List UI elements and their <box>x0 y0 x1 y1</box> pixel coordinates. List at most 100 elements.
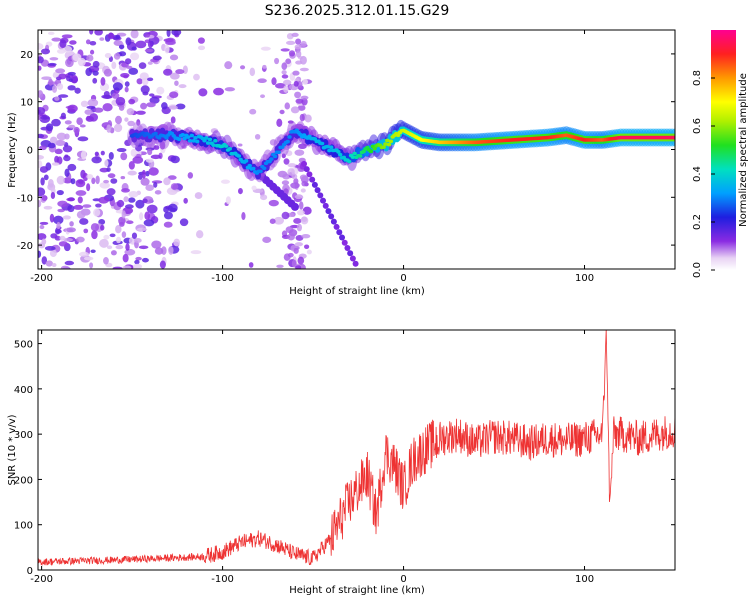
heatmap-cell <box>77 196 83 204</box>
heatmap-cell <box>170 189 180 193</box>
heatmap-cell <box>56 189 64 196</box>
heatmap-cell <box>297 104 306 111</box>
heatmap-cell <box>126 220 134 225</box>
heatmap-cell <box>89 49 95 55</box>
heatmap-ridge-cell <box>207 137 213 142</box>
heatmap-cell <box>190 250 202 255</box>
heatmap-cell <box>241 212 246 221</box>
heatmap-cell <box>67 85 76 91</box>
heatmap-cell <box>85 67 92 77</box>
heatmap-cell <box>275 83 286 89</box>
heatmap-cell <box>344 244 351 251</box>
heatmap-cell <box>114 123 123 133</box>
heatmap-cell <box>163 38 174 43</box>
heatmap-cell <box>147 148 153 156</box>
heatmap-cell <box>140 177 150 186</box>
heatmap-cell <box>163 68 173 76</box>
heatmap-cell <box>303 166 310 173</box>
heatmap-cell <box>301 180 308 187</box>
heatmap-cell <box>124 117 129 122</box>
heatmap-cell <box>54 236 62 241</box>
heatmap-ridge-cell <box>258 169 263 174</box>
heatmap-ridge-cell <box>325 144 330 149</box>
heatmap-cell <box>38 65 42 71</box>
heatmap-cell <box>38 233 47 241</box>
snr-series-line <box>38 330 675 567</box>
heatmap-cell <box>55 68 66 74</box>
heatmap-cell <box>304 244 310 250</box>
heatmap-cell <box>292 70 300 76</box>
heatmap-cell <box>248 262 254 268</box>
heatmap-ridge-cell <box>368 149 374 154</box>
heatmap-cell <box>103 234 110 240</box>
heatmap-cell <box>213 87 225 96</box>
heatmap-cell <box>100 150 105 156</box>
heatmap-ridge-cell <box>243 159 249 163</box>
heatmap-cell <box>38 199 42 208</box>
heatmap-cell <box>257 78 267 83</box>
heatmap-cell <box>128 67 139 75</box>
heatmap-cell <box>224 61 233 70</box>
heatmap-cell <box>296 223 303 232</box>
heatmap-ytick-label: 20 <box>20 50 33 61</box>
heatmap-cell <box>154 190 162 195</box>
heatmap-ridge-cell <box>247 163 252 168</box>
heatmap-cell <box>51 162 60 166</box>
heatmap-cell <box>64 168 70 178</box>
heatmap-cell <box>56 156 63 165</box>
heatmap-cell <box>89 262 94 269</box>
heatmap-ridge-cell <box>187 138 193 143</box>
heatmap-cell <box>299 113 305 122</box>
heatmap-cell <box>51 263 57 268</box>
heatmap-cell <box>109 233 116 238</box>
snr-ytick-label: 400 <box>14 385 33 396</box>
heatmap-cell <box>322 202 329 209</box>
heatmap-cell <box>131 232 138 239</box>
heatmap-cell <box>341 239 348 246</box>
heatmap-cell <box>130 52 140 61</box>
heatmap-cell <box>144 33 151 38</box>
heatmap-cell <box>135 40 147 49</box>
heatmap-cell <box>110 250 117 256</box>
heatmap-cell <box>99 238 109 248</box>
heatmap-ridge-cell <box>383 142 388 146</box>
heatmap-cell <box>86 183 91 192</box>
heatmap-ridge-cell <box>336 150 341 154</box>
heatmap-cell <box>52 85 58 93</box>
heatmap-cell <box>89 41 97 46</box>
heatmap-cell <box>126 108 135 116</box>
heatmap-ridge-cell <box>182 136 187 141</box>
heatmap-xtick-label: -200 <box>30 273 53 284</box>
heatmap-cell <box>99 182 111 189</box>
heatmap-cell <box>225 196 231 205</box>
heatmap-cell <box>294 91 302 99</box>
heatmap-cell <box>262 64 267 69</box>
heatmap-ridge-cell <box>672 135 675 140</box>
snr-xtick-label: 0 <box>400 574 406 585</box>
snr-xlabel: Height of straight line (km) <box>289 585 425 596</box>
heatmap-cell <box>325 208 332 215</box>
colorbar: 0.0 0.2 0.4 0.6 0.8 Normalized spectral ampl… <box>692 30 749 278</box>
heatmap-cell <box>47 179 54 188</box>
heatmap-cell <box>118 216 126 225</box>
heatmap-cell <box>291 32 299 38</box>
snr-ticks: -200 -100 0 100 0 100 200 300 400 500 <box>14 330 675 585</box>
heatmap-ridge-cell <box>319 141 325 146</box>
heatmap-cell <box>124 204 134 209</box>
heatmap-cell <box>116 148 127 153</box>
heatmap-cell <box>118 51 127 57</box>
heatmap-ridge-cell <box>204 136 209 140</box>
heatmap-cell <box>290 182 300 189</box>
heatmap-cell <box>115 244 124 250</box>
heatmap-cell <box>153 145 160 150</box>
heatmap-cell <box>85 39 91 45</box>
heatmap-cell <box>38 187 46 197</box>
heatmap-cell <box>62 215 71 220</box>
heatmap-cell <box>91 230 98 240</box>
snr-content <box>38 330 675 567</box>
heatmap-ylabel: Frequency (Hz) <box>7 112 18 188</box>
heatmap-cell <box>62 45 73 53</box>
snr-ytick-label: 300 <box>14 430 33 441</box>
heatmap-cell <box>128 191 139 198</box>
